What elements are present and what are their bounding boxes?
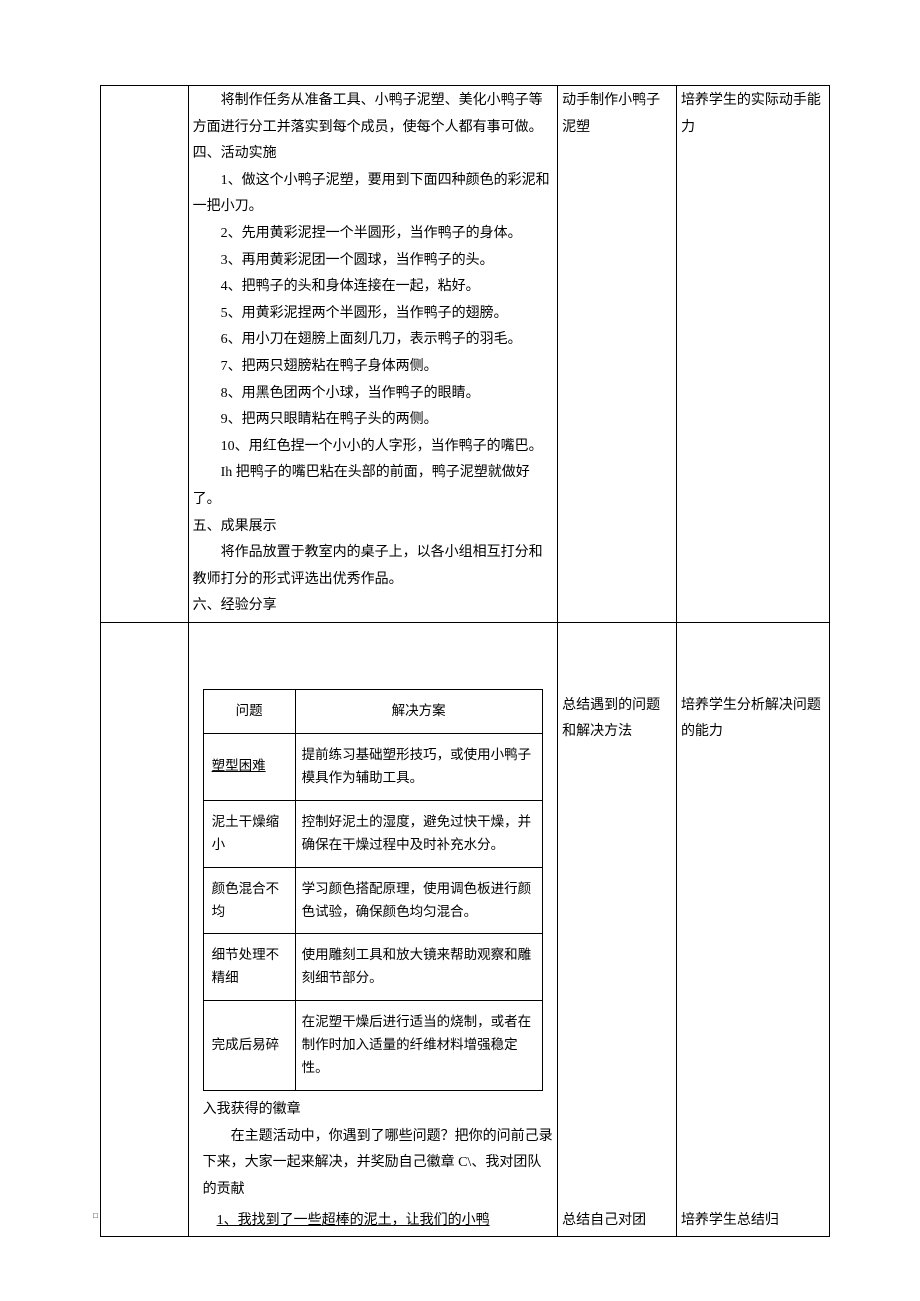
inner-row: 颜色混合不均 学习颜色搭配原理，使用调色板进行颜色试验，确保颜色均匀混合。 <box>203 867 542 934</box>
contribution-item: 1、我找到了一些超棒的泥土，让我们的小鸭 <box>193 1208 554 1235</box>
solution-cell: 提前练习基础塑形技巧，或使用小鸭子模具作为辅助工具。 <box>295 733 542 800</box>
section-heading: 六、经验分享 <box>193 593 554 620</box>
margin-cell <box>101 622 189 1205</box>
problem-cell: 完成后易碎 <box>203 1001 295 1091</box>
activity-text: 总结自己对团 <box>562 1208 672 1235</box>
lesson-plan-table: 将制作任务从准备工具、小鸭子泥塑、美化小鸭子等方面进行分工并落实到每个成员，使每… <box>100 85 830 1237</box>
inner-row: 塑型困难 提前练习基础塑形技巧，或使用小鸭子模具作为辅助工具。 <box>203 733 542 800</box>
step-item: 4、把鸭子的头和身体连接在一起，粘好。 <box>193 274 554 301</box>
activity-cell: 动手制作小鸭子泥塑 <box>558 86 677 623</box>
step-item: 2、先用黄彩泥捏一个半圆形，当作鸭子的身体。 <box>193 221 554 248</box>
step-item: 3、再用黄彩泥团一个圆球，当作鸭子的头。 <box>193 248 554 275</box>
table-row: 将制作任务从准备工具、小鸭子泥塑、美化小鸭子等方面进行分工并落实到每个成员，使每… <box>101 86 830 623</box>
problem-cell: 泥土干燥缩小 <box>203 800 295 867</box>
step-item: Ih 把鸭子的嘴巴粘在头部的前面，鸭子泥塑就做好了。 <box>193 460 554 513</box>
section-heading: 五、成果展示 <box>193 514 554 541</box>
step-item: 1、做这个小鸭子泥塑，要用到下面四种颜色的彩泥和一把小刀。 <box>193 168 554 221</box>
purpose-cell: 培养学生分析解决问题的能力 <box>676 622 829 1205</box>
intro-text: 将制作任务从准备工具、小鸭子泥塑、美化小鸭子等方面进行分工并落实到每个成员，使每… <box>193 88 554 141</box>
footnote-mark: □ <box>93 1208 98 1223</box>
margin-cell <box>101 86 189 623</box>
problem-solution-table: 问题 解决方案 塑型困难 提前练习基础塑形技巧，或使用小鸭子模具作为辅助工具。 … <box>203 689 543 1091</box>
margin-cell: □ <box>101 1206 189 1237</box>
activity-cell: 总结遇到的问题和解决方法 <box>558 622 677 1205</box>
inner-row: 细节处理不精细 使用雕刻工具和放大镜来帮助观察和雕刻细节部分。 <box>203 934 542 1001</box>
table-row: □ 1、我找到了一些超棒的泥土，让我们的小鸭 总结自己对团 培养学生总结归 <box>101 1206 830 1237</box>
inner-row: 完成后易碎 在泥塑干燥后进行适当的烧制，或者在制作时加入适量的纤维材料增强稳定性… <box>203 1001 542 1091</box>
solution-cell: 在泥塑干燥后进行适当的烧制，或者在制作时加入适量的纤维材料增强稳定性。 <box>295 1001 542 1091</box>
purpose-cell: 培养学生的实际动手能力 <box>676 86 829 623</box>
table-row: 问题 解决方案 塑型困难 提前练习基础塑形技巧，或使用小鸭子模具作为辅助工具。 … <box>101 622 830 1205</box>
step-item: 8、用黑色团两个小球，当作鸭子的眼睛。 <box>193 381 554 408</box>
purpose-text: 培养学生总结归 <box>681 1208 825 1235</box>
problem-cell: 塑型困难 <box>203 733 295 800</box>
step-item: 10、用红色捏一个小小的人字形，当作鸭子的嘴巴。 <box>193 434 554 461</box>
main-content-cell: 问题 解决方案 塑型困难 提前练习基础塑形技巧，或使用小鸭子模具作为辅助工具。 … <box>188 622 558 1205</box>
solution-cell: 学习颜色搭配原理，使用调色板进行颜色试验，确保颜色均匀混合。 <box>295 867 542 934</box>
solution-cell: 使用雕刻工具和放大镜来帮助观察和雕刻细节部分。 <box>295 934 542 1001</box>
problem-cell: 颜色混合不均 <box>203 867 295 934</box>
activity-cell: 总结自己对团 <box>558 1206 677 1237</box>
main-content-cell: 将制作任务从准备工具、小鸭子泥塑、美化小鸭子等方面进行分工并落实到每个成员，使每… <box>188 86 558 623</box>
inner-row: 泥土干燥缩小 控制好泥土的湿度，避免过快干燥，并确保在干燥过程中及时补充水分。 <box>203 800 542 867</box>
solution-cell: 控制好泥土的湿度，避免过快干燥，并确保在干燥过程中及时补充水分。 <box>295 800 542 867</box>
display-text: 将作品放置于教室内的桌子上，以各小组相互打分和教师打分的形式评选出优秀作品。 <box>193 540 554 593</box>
badge-prompt: 在主题活动中，你遇到了哪些问题？把你的问前己录下来，大家一起来解决，并奖励自己徽… <box>193 1124 554 1204</box>
step-item: 5、用黄彩泥捏两个半圆形，当作鸭子的翅膀。 <box>193 301 554 328</box>
badge-title: 入我获得的徽章 <box>193 1097 554 1124</box>
problem-cell: 细节处理不精细 <box>203 934 295 1001</box>
inner-header: 问题 <box>203 689 295 733</box>
purpose-cell: 培养学生总结归 <box>676 1206 829 1237</box>
main-content-cell: 1、我找到了一些超棒的泥土，让我们的小鸭 <box>188 1206 558 1237</box>
purpose-text: 培养学生的实际动手能力 <box>681 88 825 141</box>
activity-text: 动手制作小鸭子泥塑 <box>562 88 672 141</box>
inner-header-row: 问题 解决方案 <box>203 689 542 733</box>
step-item: 9、把两只眼睛粘在鸭子头的两侧。 <box>193 407 554 434</box>
purpose-text: 培养学生分析解决问题的能力 <box>681 693 825 746</box>
step-item: 7、把两只翅膀粘在鸭子身体两侧。 <box>193 354 554 381</box>
inner-header: 解决方案 <box>295 689 542 733</box>
section-heading: 四、活动实施 <box>193 141 554 168</box>
step-item: 6、用小刀在翅膀上面刻几刀，表示鸭子的羽毛。 <box>193 327 554 354</box>
activity-text: 总结遇到的问题和解决方法 <box>562 693 672 746</box>
